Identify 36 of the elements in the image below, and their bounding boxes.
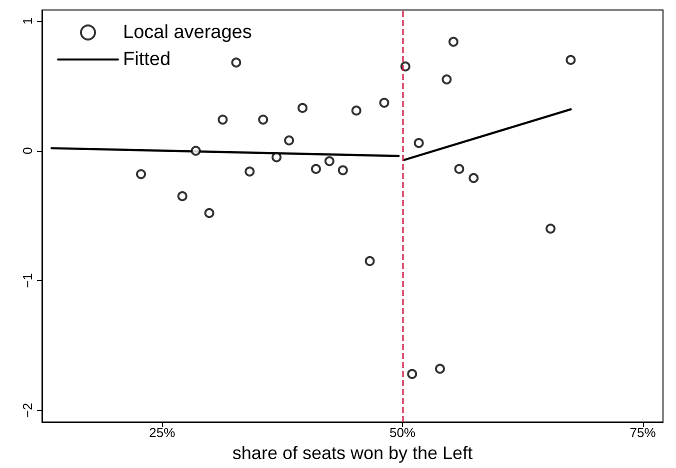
legend-label: Fitted [123,49,171,70]
x-axis-title: share of seats won by the Left [232,443,473,463]
point [364,256,375,266]
point [442,74,452,84]
point [244,166,255,177]
point [448,36,458,47]
point [414,138,424,148]
point [546,224,556,234]
point [136,169,146,180]
point [204,208,214,218]
point [351,106,362,116]
point [298,102,308,113]
point [310,164,321,174]
point [454,164,464,174]
point [231,58,242,68]
point [324,156,334,166]
point [177,191,188,202]
point [468,173,479,184]
y-tick-label: 1 [20,17,35,25]
x-tick-label: 50% [389,425,416,440]
x-tick-label: 75% [630,425,656,440]
point [218,114,228,125]
y-tick-label: −1 [20,273,35,288]
point [258,114,268,125]
point [284,135,294,146]
y-tick-label: 0 [20,147,35,154]
point [434,364,445,374]
point [407,368,418,379]
point [379,98,390,108]
point [272,152,282,162]
point [566,54,576,65]
legend-label: Local averages [123,22,252,43]
x-tick-label: 25% [149,425,176,440]
point [338,165,348,176]
y-tick-label: −2 [20,402,35,418]
point [190,146,201,156]
